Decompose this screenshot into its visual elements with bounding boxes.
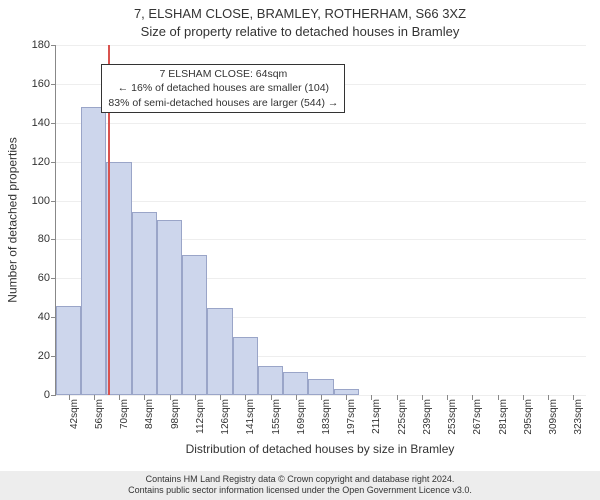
annotation-line1: 7 ELSHAM CLOSE: 64sqm xyxy=(108,67,338,81)
histogram-bar xyxy=(81,107,106,395)
xtick-label: 323sqm xyxy=(573,399,584,435)
xtick-label: 56sqm xyxy=(94,399,105,429)
xtick-mark xyxy=(245,395,246,400)
xtick-mark xyxy=(321,395,322,400)
chart-container: 7, ELSHAM CLOSE, BRAMLEY, ROTHERHAM, S66… xyxy=(0,0,600,500)
xtick-label: 211sqm xyxy=(371,399,382,434)
histogram-bar xyxy=(207,308,232,396)
xtick-mark xyxy=(296,395,297,400)
xtick-mark xyxy=(195,395,196,400)
histogram-bar xyxy=(283,372,308,395)
ytick-label: 80 xyxy=(38,233,56,245)
annotation-line2: ← 16% of detached houses are smaller (10… xyxy=(108,81,338,95)
gridline xyxy=(56,123,586,124)
histogram-bar xyxy=(132,212,157,395)
xtick-label: 169sqm xyxy=(296,399,307,435)
xtick-mark xyxy=(119,395,120,400)
xtick-mark xyxy=(447,395,448,400)
title-line2: Size of property relative to detached ho… xyxy=(0,24,600,39)
xtick-label: 225sqm xyxy=(397,399,408,435)
xtick-mark xyxy=(94,395,95,400)
xtick-mark xyxy=(472,395,473,400)
xtick-label: 112sqm xyxy=(195,399,206,434)
xtick-mark xyxy=(548,395,549,400)
xtick-mark xyxy=(170,395,171,400)
ytick-label: 40 xyxy=(38,311,56,323)
xtick-label: 197sqm xyxy=(346,399,357,435)
xtick-label: 70sqm xyxy=(119,399,130,429)
y-axis-label: Number of detached properties xyxy=(4,0,22,440)
footer: Contains HM Land Registry data © Crown c… xyxy=(0,471,600,500)
histogram-bar xyxy=(106,162,131,395)
xtick-mark xyxy=(346,395,347,400)
gridline xyxy=(56,162,586,163)
xtick-label: 253sqm xyxy=(447,399,458,435)
xtick-mark xyxy=(523,395,524,400)
ytick-label: 180 xyxy=(32,39,56,51)
ytick-label: 140 xyxy=(32,117,56,129)
x-axis-label: Distribution of detached houses by size … xyxy=(55,442,585,456)
histogram-bar xyxy=(258,366,283,395)
title-line1: 7, ELSHAM CLOSE, BRAMLEY, ROTHERHAM, S66… xyxy=(0,6,600,21)
gridline xyxy=(56,201,586,202)
xtick-label: 183sqm xyxy=(321,399,332,435)
ytick-label: 20 xyxy=(38,350,56,362)
annotation-box: 7 ELSHAM CLOSE: 64sqm ← 16% of detached … xyxy=(101,64,345,113)
xtick-label: 239sqm xyxy=(422,399,433,435)
xtick-label: 126sqm xyxy=(220,399,231,435)
histogram-bar xyxy=(182,255,207,395)
xtick-mark xyxy=(422,395,423,400)
xtick-label: 155sqm xyxy=(271,399,282,435)
footer-line2: Contains public sector information licen… xyxy=(6,485,594,497)
ytick-label: 100 xyxy=(32,195,56,207)
annotation-line3: 83% of semi-detached houses are larger (… xyxy=(108,96,338,110)
xtick-mark xyxy=(220,395,221,400)
ytick-label: 160 xyxy=(32,78,56,90)
histogram-bar xyxy=(157,220,182,395)
plot-area: 02040608010012014016018042sqm56sqm70sqm8… xyxy=(55,45,586,396)
xtick-label: 141sqm xyxy=(245,399,256,435)
xtick-mark xyxy=(498,395,499,400)
xtick-mark xyxy=(573,395,574,400)
xtick-mark xyxy=(144,395,145,400)
xtick-mark xyxy=(69,395,70,400)
gridline xyxy=(56,45,586,46)
histogram-bar xyxy=(56,306,81,395)
xtick-mark xyxy=(271,395,272,400)
xtick-mark xyxy=(371,395,372,400)
footer-line1: Contains HM Land Registry data © Crown c… xyxy=(6,474,594,486)
xtick-label: 84sqm xyxy=(144,399,155,429)
histogram-bar xyxy=(233,337,258,395)
xtick-label: 309sqm xyxy=(548,399,559,435)
xtick-label: 42sqm xyxy=(69,399,80,429)
ytick-label: 60 xyxy=(38,272,56,284)
ytick-label: 0 xyxy=(44,389,56,401)
xtick-label: 267sqm xyxy=(472,399,483,435)
xtick-label: 281sqm xyxy=(498,399,509,435)
xtick-mark xyxy=(397,395,398,400)
xtick-label: 295sqm xyxy=(523,399,534,435)
xtick-label: 98sqm xyxy=(170,399,181,429)
histogram-bar xyxy=(308,379,333,395)
ytick-label: 120 xyxy=(32,156,56,168)
